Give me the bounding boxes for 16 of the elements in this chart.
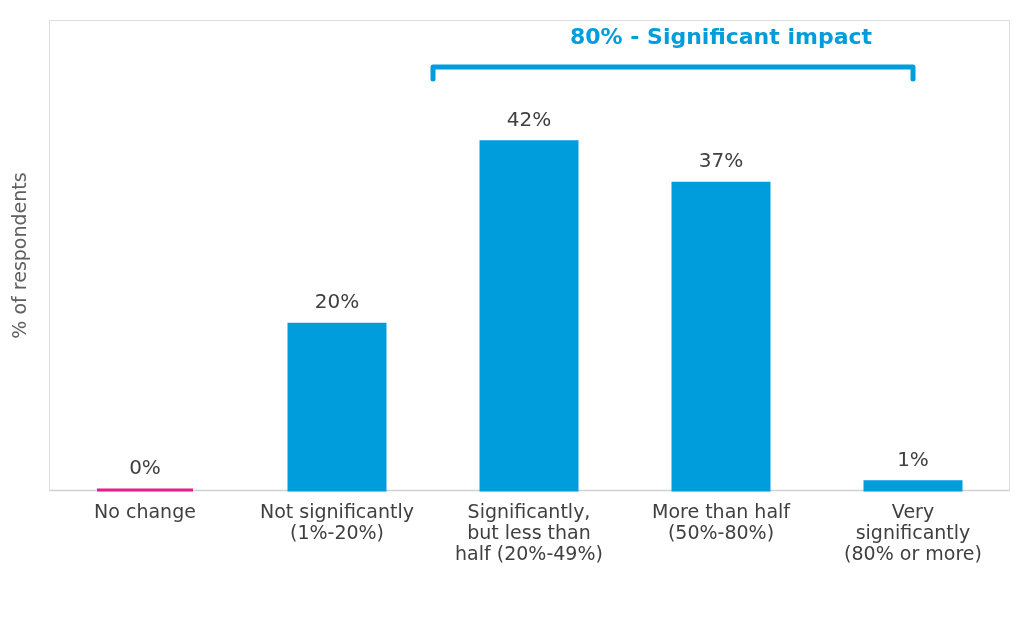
bar [671, 181, 771, 492]
x-tick-label: No change [94, 499, 196, 522]
x-tick-label: Significantly, but less than half (20%-49%) [455, 499, 603, 564]
data-label: 0% [129, 455, 161, 479]
text: 80% - Significant impact [569, 24, 873, 49]
bar [287, 322, 387, 492]
data-label: 20% [314, 289, 360, 314]
x-tick-label: Not significantly (1%-20%) [260, 499, 414, 543]
x-tick-label: Very significantly (80% or more) [844, 499, 982, 564]
x-tick-label: More than half (50%-80%) [651, 499, 792, 543]
y-axis-title: % of respondents [7, 172, 30, 339]
bar [479, 140, 579, 492]
bar [863, 480, 963, 492]
data-label: 37% [698, 148, 744, 173]
data-label: 42% [506, 106, 552, 131]
data-label: 1% [897, 446, 929, 471]
